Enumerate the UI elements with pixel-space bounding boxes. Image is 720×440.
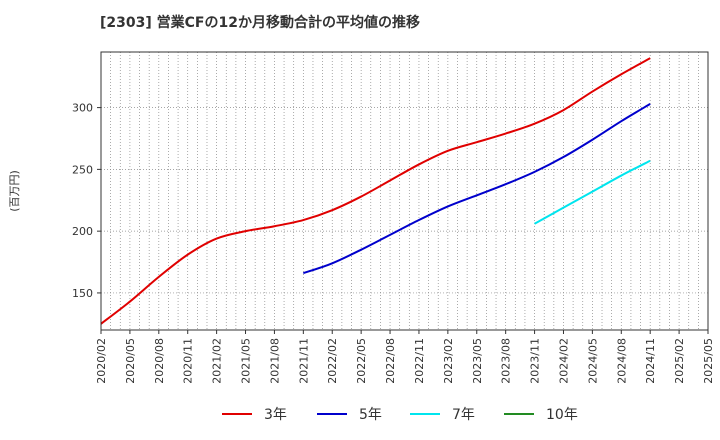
x-tick-label: 2023/11 — [529, 338, 542, 384]
x-tick-label: 2022/05 — [355, 338, 368, 384]
x-tick-label: 2020/05 — [124, 338, 137, 384]
x-tick-label: 2022/11 — [413, 338, 426, 384]
y-axis: 150 200 250 300 — [72, 102, 101, 300]
x-tick-label: 2020/11 — [182, 338, 195, 384]
series-line-1 — [303, 103, 651, 275]
y-tick-label: 150 — [72, 287, 93, 300]
x-tick-label: 2022/02 — [326, 338, 339, 384]
x-tick-label: 2024/02 — [557, 338, 570, 384]
y-tick-label: 250 — [72, 163, 93, 176]
x-tick-label: 2024/05 — [586, 338, 599, 384]
grid — [100, 52, 709, 330]
chart-title: [2303] 営業CFの12か月移動合計の平均値の推移 — [100, 15, 420, 31]
x-tick-label: 2023/08 — [500, 338, 513, 384]
x-tick-label: 2021/05 — [240, 338, 253, 384]
legend-label-2: 7年 — [452, 407, 475, 423]
x-tick-label: 2020/02 — [95, 338, 108, 384]
series-line-0 — [100, 57, 651, 325]
y-tick-label: 200 — [72, 225, 93, 238]
series-lines — [100, 57, 651, 325]
y-tick-label: 300 — [72, 102, 93, 115]
series-line-2 — [534, 159, 651, 225]
x-tick-label: 2022/08 — [384, 338, 397, 384]
legend: 3年 5年 7年 10年 — [222, 407, 578, 423]
y-axis-label: (百万円) — [8, 170, 21, 212]
legend-label-0: 3年 — [264, 407, 287, 423]
x-tick-label: 2021/08 — [268, 338, 281, 384]
legend-label-1: 5年 — [359, 407, 382, 423]
plot-frame — [100, 51, 709, 331]
x-tick-label: 2020/08 — [153, 338, 166, 384]
x-tick-label: 2021/11 — [297, 338, 310, 384]
x-tick-label: 2024/11 — [644, 338, 657, 384]
x-tick-label: 2025/02 — [673, 338, 686, 384]
legend-label-3: 10年 — [546, 407, 578, 423]
x-tick-label: 2021/02 — [211, 338, 224, 384]
x-tick-label: 2023/02 — [442, 338, 455, 384]
x-axis: 2020/02 2020/05 2020/08 2020/11 2021/02 2021/… — [95, 330, 715, 384]
x-tick-label: 2025/05 — [702, 338, 715, 384]
x-tick-label: 2023/05 — [471, 338, 484, 384]
x-tick-label: 2024/08 — [615, 338, 628, 384]
